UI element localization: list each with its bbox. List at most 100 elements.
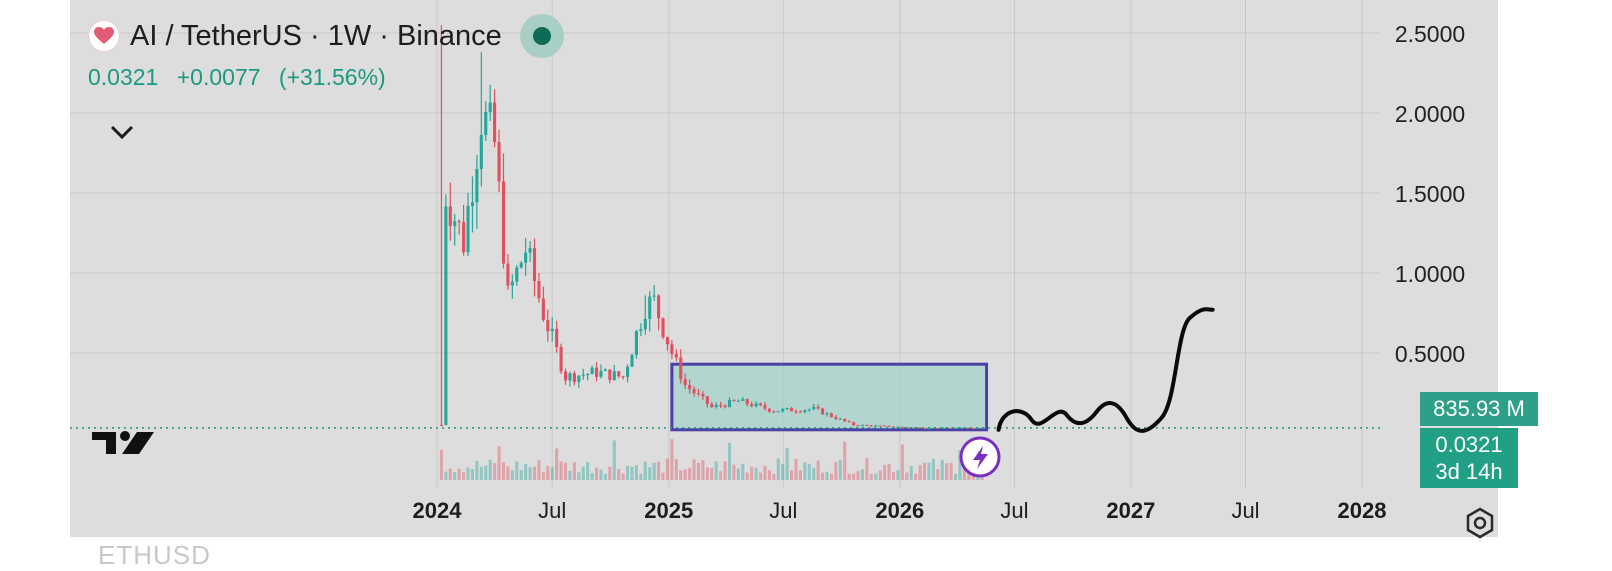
candle-body bbox=[825, 413, 829, 415]
volume-bar bbox=[798, 470, 802, 480]
volume-bar bbox=[945, 463, 949, 480]
volume-bar bbox=[754, 467, 758, 480]
volume-bar bbox=[825, 471, 829, 480]
volume-bar bbox=[524, 464, 528, 480]
gear-icon[interactable] bbox=[1462, 505, 1498, 541]
candle-body bbox=[493, 102, 497, 143]
candle-body bbox=[905, 427, 909, 429]
volume-bar bbox=[475, 460, 479, 480]
volume-bar bbox=[462, 472, 466, 480]
volume-bar bbox=[572, 462, 576, 480]
x-tick-label: 2028 bbox=[1338, 498, 1387, 523]
volume-bar bbox=[448, 468, 452, 480]
candle-body bbox=[639, 329, 643, 332]
volume-bar bbox=[723, 461, 727, 480]
volume-bar bbox=[568, 470, 572, 480]
range-box[interactable] bbox=[670, 362, 989, 432]
candle-body bbox=[750, 404, 754, 407]
candle-body bbox=[918, 427, 922, 429]
candle-body bbox=[745, 399, 749, 405]
volume-bar bbox=[581, 466, 585, 480]
volume-bar bbox=[741, 463, 745, 480]
candle-body bbox=[736, 400, 740, 402]
volume-bar bbox=[750, 466, 754, 480]
candle-body bbox=[475, 169, 479, 203]
candle-body bbox=[727, 399, 732, 408]
heart-icon[interactable] bbox=[88, 20, 120, 52]
candle-body bbox=[661, 318, 665, 338]
volume-bar bbox=[821, 472, 825, 480]
bar-countdown: 3d 14h bbox=[1435, 459, 1503, 484]
volume-bar bbox=[763, 465, 767, 480]
candle-body bbox=[821, 408, 825, 415]
candle-body bbox=[852, 422, 856, 426]
volume-bar bbox=[634, 465, 638, 480]
volume-bar bbox=[918, 464, 922, 480]
symbol-title[interactable]: AI / TetherUS · 1W · Binance bbox=[130, 19, 502, 52]
candles bbox=[439, 25, 984, 430]
volume-bar bbox=[949, 462, 953, 480]
volume-bar bbox=[670, 439, 674, 480]
volume-bar bbox=[657, 461, 661, 480]
candle-body bbox=[701, 393, 705, 397]
volume-bar bbox=[909, 466, 913, 480]
candle-body bbox=[953, 427, 958, 429]
volume-bar bbox=[732, 464, 736, 480]
candle-body bbox=[462, 221, 466, 253]
candle-body bbox=[807, 409, 811, 411]
candle-body bbox=[457, 221, 461, 223]
candle-body bbox=[657, 295, 661, 319]
candle-body bbox=[767, 408, 771, 412]
volume-bar bbox=[856, 471, 860, 480]
volume-bar bbox=[626, 466, 630, 480]
x-axis[interactable]: 2024 Jul 2025 Jul 2026 Jul 2027 Jul 2028 bbox=[413, 498, 1387, 523]
candle-body bbox=[758, 403, 763, 406]
volume-bar bbox=[776, 458, 780, 480]
volume-bar bbox=[714, 461, 718, 480]
candle-body bbox=[705, 396, 709, 405]
volume-bar bbox=[692, 459, 696, 480]
volume-bar bbox=[479, 466, 483, 480]
volume-bar bbox=[652, 462, 656, 480]
volume-bar bbox=[674, 459, 678, 480]
next-symbol-label[interactable]: ETHUSD bbox=[98, 540, 211, 570]
volume-bar bbox=[528, 467, 532, 480]
volume-badge: 835.93 M bbox=[1420, 392, 1538, 426]
volume-bar bbox=[603, 473, 607, 480]
candle-body bbox=[688, 385, 692, 390]
candle-body bbox=[572, 373, 576, 382]
volume-bar bbox=[541, 472, 545, 480]
candle-body bbox=[710, 404, 714, 408]
candle-body bbox=[497, 142, 501, 182]
candle-body bbox=[714, 404, 718, 408]
candle-body bbox=[608, 369, 612, 380]
candle-body bbox=[940, 427, 944, 429]
volume-bar bbox=[927, 462, 931, 480]
volume-bar bbox=[847, 473, 851, 480]
x-tick-label: Jul bbox=[1000, 498, 1028, 523]
volume-bar bbox=[683, 469, 687, 480]
volume-bar bbox=[891, 472, 896, 480]
candle-body bbox=[856, 425, 860, 427]
volume-bar bbox=[807, 463, 811, 480]
market-status-icon[interactable] bbox=[519, 14, 564, 58]
alert-lightning-icon[interactable] bbox=[959, 436, 1001, 478]
volume-bar bbox=[958, 449, 962, 480]
volume-bar bbox=[577, 472, 581, 480]
volume-bar bbox=[679, 470, 683, 480]
chevron-down-icon[interactable] bbox=[106, 116, 138, 148]
candle-body bbox=[630, 354, 634, 367]
y-tick-label: 1.0000 bbox=[1395, 261, 1465, 287]
candle-body bbox=[501, 181, 506, 264]
candle-body bbox=[847, 421, 851, 423]
volume-bar bbox=[922, 462, 927, 480]
candle-body bbox=[732, 399, 736, 401]
candle-body bbox=[439, 425, 443, 426]
candle-body bbox=[790, 408, 794, 412]
candle-body bbox=[949, 428, 953, 430]
candle-body bbox=[555, 328, 559, 347]
candle-body bbox=[900, 426, 904, 428]
volume-bar bbox=[896, 469, 900, 480]
candle-body bbox=[798, 411, 802, 413]
